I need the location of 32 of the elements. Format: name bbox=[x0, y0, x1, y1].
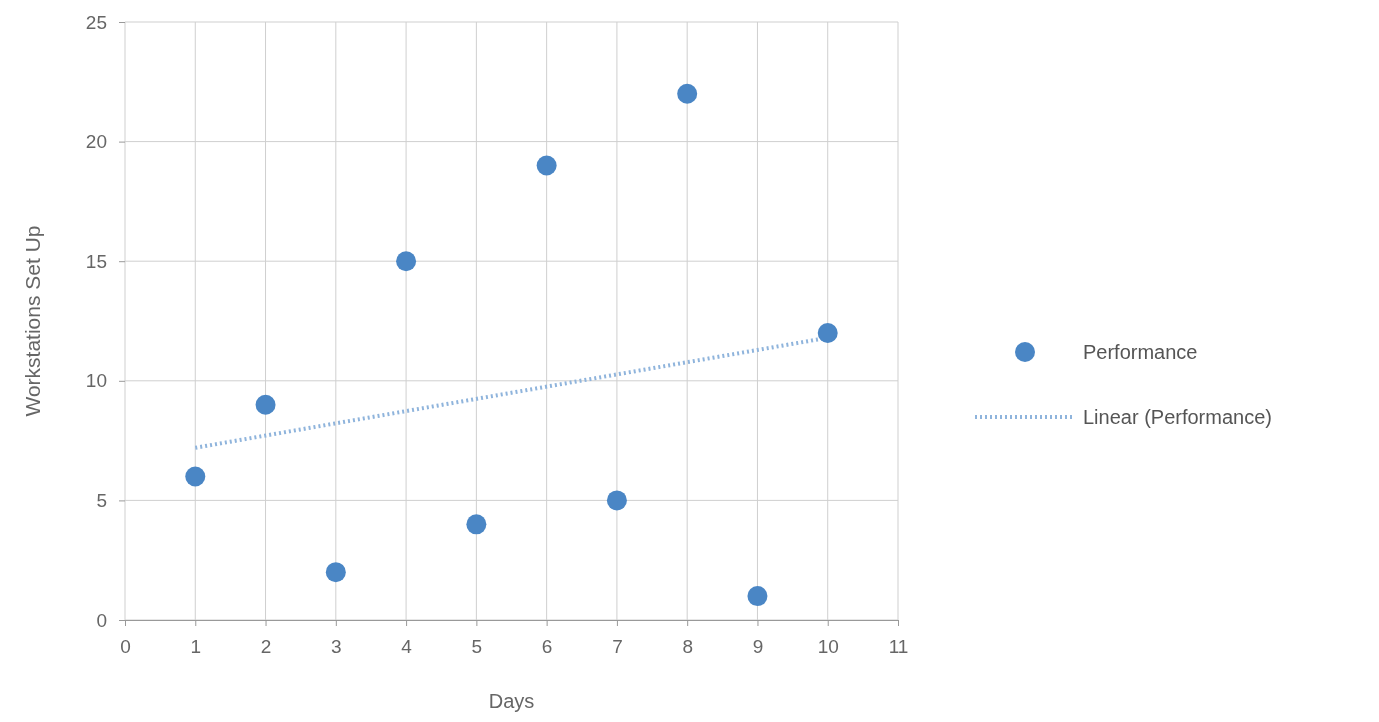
x-tick-label: 10 bbox=[817, 636, 839, 658]
point bbox=[677, 83, 698, 104]
y-tick-label: 15 bbox=[85, 250, 107, 272]
point bbox=[396, 251, 417, 272]
point bbox=[255, 394, 276, 415]
point bbox=[606, 490, 627, 511]
point bbox=[185, 466, 206, 487]
point bbox=[817, 322, 838, 343]
point bbox=[466, 514, 487, 535]
x-tick-label: 1 bbox=[190, 636, 202, 658]
x-tick-label: 9 bbox=[752, 636, 764, 658]
x-tick-label: 0 bbox=[120, 636, 131, 658]
x-tick-label: 2 bbox=[260, 636, 272, 658]
x-tick-label: 5 bbox=[471, 636, 483, 658]
y-tick-label: 20 bbox=[85, 131, 107, 153]
y-tick-label: 0 bbox=[96, 609, 107, 631]
point bbox=[747, 586, 768, 607]
x-axis-title: Days bbox=[488, 690, 535, 712]
x-tick-label: 6 bbox=[541, 636, 553, 658]
point bbox=[536, 155, 557, 176]
x-tick-label: 8 bbox=[682, 636, 693, 658]
y-tick-label: 25 bbox=[85, 11, 107, 33]
legend-label: Performance bbox=[1083, 341, 1198, 363]
y-tick-label: 10 bbox=[85, 370, 107, 392]
x-tick-label: 11 bbox=[888, 636, 909, 658]
x-tick-label: 3 bbox=[331, 636, 342, 658]
point bbox=[325, 562, 346, 583]
legend-label: Linear (Performance) bbox=[1083, 406, 1272, 428]
x-tick-label: 4 bbox=[401, 636, 413, 658]
x-tick-label: 7 bbox=[612, 636, 623, 658]
y-axis-title: Workstations Set Up bbox=[21, 225, 44, 417]
y-tick-label: 5 bbox=[96, 489, 107, 511]
